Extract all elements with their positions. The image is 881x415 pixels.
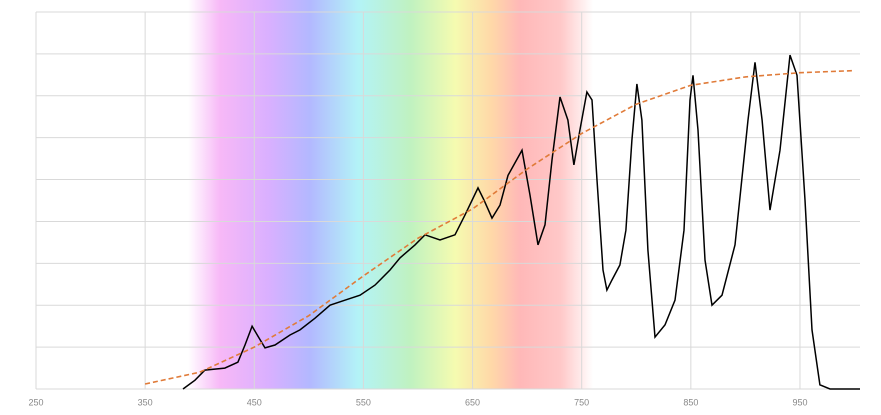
x-tick-label: 350 — [138, 397, 153, 407]
trend-line — [144, 69, 855, 385]
x-tick-label: 650 — [465, 397, 480, 407]
x-tick-label: 850 — [683, 397, 698, 407]
x-tick-label: 250 — [28, 397, 43, 407]
x-tick-label: 750 — [574, 397, 589, 407]
x-tick-label: 950 — [792, 397, 807, 407]
x-tick-label: 550 — [356, 397, 371, 407]
spectrum-background — [188, 0, 593, 389]
x-tick-label: 450 — [247, 397, 262, 407]
spectrum-line — [182, 54, 860, 390]
